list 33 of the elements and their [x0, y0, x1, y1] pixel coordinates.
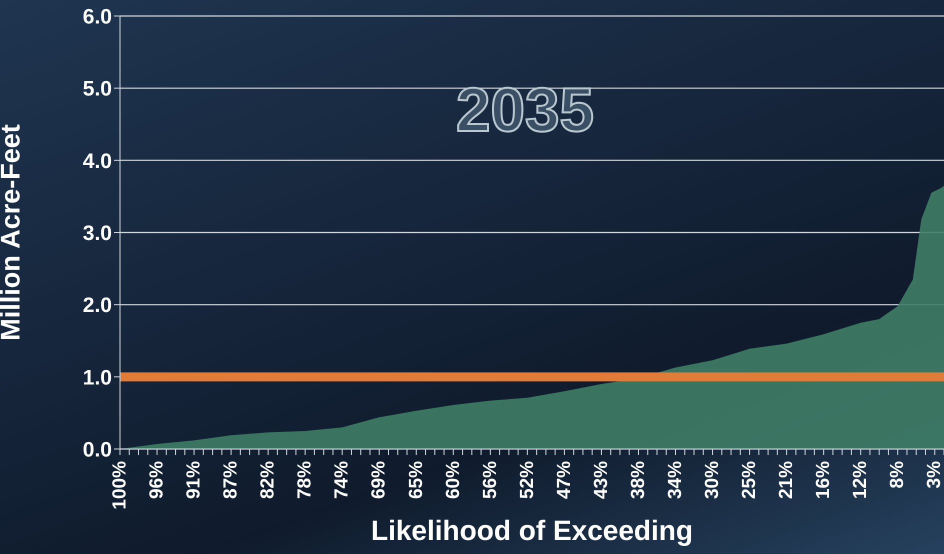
x-tick-label: 69%: [368, 460, 390, 500]
x-tick-label: 60%: [442, 460, 464, 500]
x-axis-title: Likelihood of Exceeding: [370, 515, 694, 546]
x-tick-label: 30%: [702, 460, 724, 500]
x-tick-label: 78%: [294, 460, 316, 500]
x-tick-label: 82%: [258, 460, 279, 500]
annotation: 2035: [455, 75, 595, 146]
x-tick-label: 47%: [554, 460, 575, 500]
x-tick-label: 65%: [406, 460, 427, 500]
y-tick-label: 5.0: [82, 78, 112, 101]
x-tick-label: 43%: [590, 460, 612, 500]
y-tick-label: 6.0: [82, 5, 112, 28]
x-tick-label: 74%: [332, 460, 353, 500]
x-tick-label: 96%: [146, 460, 168, 500]
x-tick-label: 3%: [924, 460, 944, 488]
x-tick-label: 52%: [516, 460, 538, 500]
y-tick-label: 2.0: [82, 294, 112, 318]
x-tick-label: 25%: [739, 460, 760, 500]
x-tick-label: 12%: [850, 460, 872, 500]
y-tick-label: 3.0: [82, 222, 112, 245]
x-tick-label: 16%: [813, 460, 834, 500]
x-tick-label: 100%: [110, 460, 130, 510]
x-tick-label: 91%: [184, 460, 205, 500]
x-tick-label: 87%: [220, 460, 242, 500]
y-tick-label: 0.0: [82, 438, 112, 462]
y-axis-title: Million Acre-Feet: [0, 124, 26, 341]
x-tick-label: 34%: [665, 460, 686, 500]
x-tick-label: 21%: [776, 460, 798, 500]
x-tick-label: 8%: [887, 460, 908, 488]
y-tick-label: 1.0: [82, 366, 112, 390]
x-tick-label: 56%: [480, 460, 501, 500]
y-tick-label: 4.0: [82, 150, 112, 173]
x-tick-label: 38%: [628, 460, 649, 500]
